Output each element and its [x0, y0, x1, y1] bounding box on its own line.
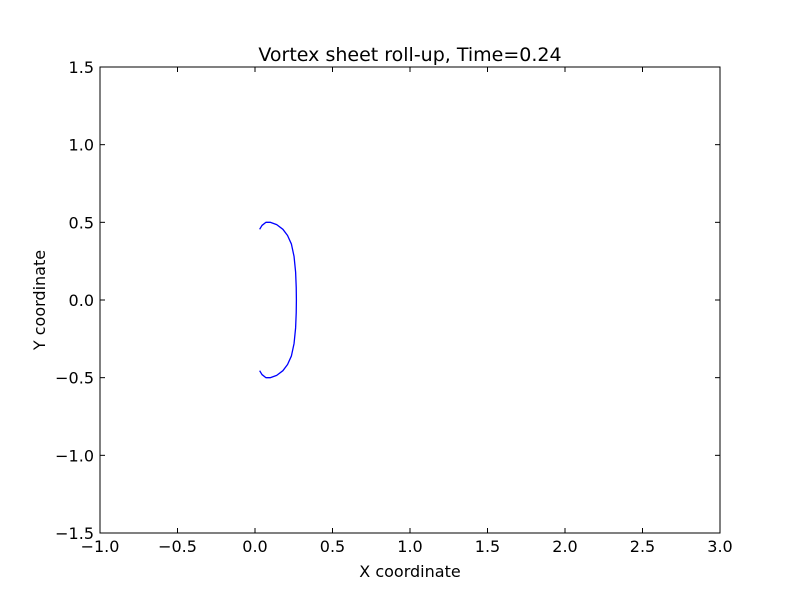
y-tick-label: 1.5	[69, 58, 94, 77]
x-axis-ticks: −1.0 −0.5 0.0 0.5 1.0 1.5 2.0 2.5 3.0	[81, 67, 733, 556]
x-tick-label: 2.0	[552, 537, 577, 556]
chart-title: Vortex sheet roll-up, Time=0.24	[258, 44, 561, 66]
x-tick-label: 1.0	[397, 537, 422, 556]
y-tick-label: −0.5	[55, 369, 94, 388]
y-tick-label: 0.5	[69, 213, 94, 232]
series-layer	[259, 221, 298, 379]
y-axis-title: Y coordinate	[30, 250, 49, 351]
vortex-sheet-line	[259, 221, 298, 379]
y-tick-label: −1.5	[55, 524, 94, 543]
y-axis-ticks: −1.5 −1.0 −0.5 0.0 0.5 1.0 1.5	[55, 58, 720, 543]
x-tick-label: 0.5	[320, 537, 345, 556]
x-tick-label: 2.5	[630, 537, 655, 556]
y-tick-label: −1.0	[55, 446, 94, 465]
x-tick-label: 1.5	[475, 537, 500, 556]
x-axis-title: X coordinate	[359, 562, 460, 581]
plot-area	[100, 67, 720, 533]
x-tick-label: 3.0	[707, 537, 732, 556]
x-tick-label: −1.0	[81, 537, 120, 556]
x-tick-label: 0.0	[242, 537, 267, 556]
plot-frame	[99, 66, 721, 534]
y-tick-label: 1.0	[69, 136, 94, 155]
x-tick-label: −0.5	[158, 537, 197, 556]
y-tick-label: 0.0	[69, 291, 94, 310]
